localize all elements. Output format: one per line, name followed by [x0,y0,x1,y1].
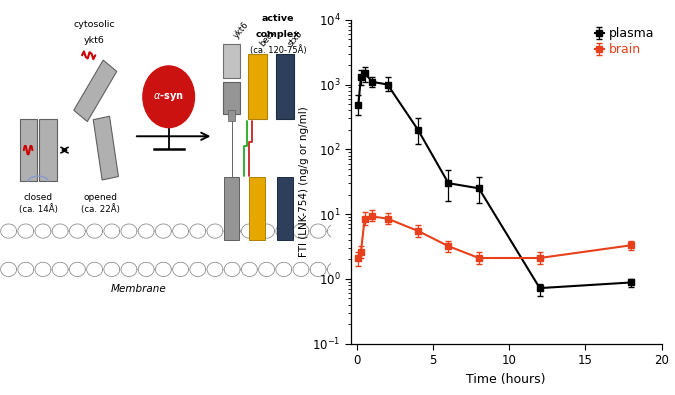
Text: bet1: bet1 [258,28,277,48]
Y-axis label: FTI (LNK-754) (ng/g or ng/ml): FTI (LNK-754) (ng/g or ng/ml) [299,106,309,257]
Text: cytosolic: cytosolic [74,20,115,29]
X-axis label: Time (hours): Time (hours) [466,372,546,386]
Bar [74,60,117,122]
Circle shape [143,66,194,128]
Bar [248,54,267,119]
Text: ykt6: ykt6 [84,36,105,45]
Bar [39,119,57,181]
Bar [20,119,36,181]
Bar [249,177,265,240]
Bar [223,45,240,78]
Text: stx5: stx5 [286,29,304,48]
Text: complex: complex [256,30,300,39]
Text: (ca. 120-75Å): (ca. 120-75Å) [250,45,306,55]
Bar [223,177,240,240]
Legend: plasma, brain: plasma, brain [593,26,655,58]
Text: $\alpha$-syn: $\alpha$-syn [153,91,184,103]
Text: active: active [262,14,294,23]
Text: Membrane: Membrane [111,284,167,293]
Text: closed: closed [24,193,53,202]
Text: ykt6: ykt6 [232,19,251,40]
Text: (ca. 14Å): (ca. 14Å) [19,205,57,214]
Text: opened: opened [84,193,118,202]
Bar [228,110,235,121]
Bar [223,82,240,114]
Bar [276,54,294,119]
Bar [93,116,118,180]
Bar [277,177,293,240]
Text: (ca. 22Å): (ca. 22Å) [82,205,120,214]
